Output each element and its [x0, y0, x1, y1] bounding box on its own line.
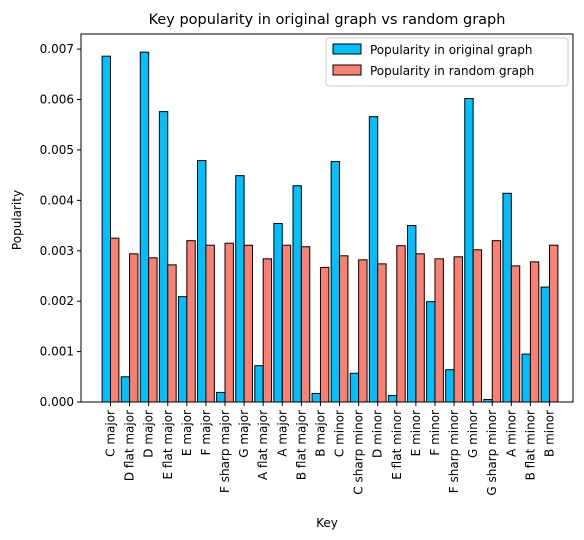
bar-original-1: [120, 376, 131, 403]
x-axis-label: Key: [316, 516, 338, 530]
y-tick-label: 0.004: [40, 193, 74, 207]
bar-original-7: [235, 175, 245, 403]
bar-random-6: [224, 242, 234, 403]
bar-original-18: [445, 369, 455, 403]
x-tick-label: G major: [237, 410, 251, 458]
bar-original-11: [311, 392, 321, 403]
x-tick-label: B flat major: [294, 410, 308, 480]
bar-original-14: [368, 116, 379, 403]
x-tick-label: G sharp minor: [485, 410, 499, 496]
bar-original-9: [273, 223, 283, 403]
legend-swatch: [332, 43, 362, 55]
x-tick-label: F minor: [428, 410, 442, 456]
x-tick-label: E major: [180, 410, 194, 456]
bar-original-15: [387, 394, 398, 403]
y-tick-label: 0.002: [40, 294, 74, 308]
bar-original-4: [177, 296, 188, 403]
x-tick-label: B minor: [543, 410, 557, 457]
x-tick-label: C minor: [333, 410, 347, 457]
x-tick-label: E flat minor: [390, 410, 404, 480]
bar-random-8: [262, 258, 273, 403]
x-tick-label: D major: [142, 410, 156, 458]
bar-random-18: [453, 256, 463, 403]
bar-original-16: [406, 225, 417, 403]
bar-random-15: [396, 245, 406, 403]
y-tick-label: 0.003: [40, 244, 74, 258]
x-tick-label: F major: [199, 410, 213, 455]
bar-original-5: [197, 160, 207, 403]
bar-random-1: [129, 253, 139, 403]
y-tick-label: 0.007: [40, 42, 74, 56]
bar-original-10: [292, 185, 302, 403]
x-axis-ticks: C major D flat major D major E flat major E …: [104, 402, 557, 496]
x-tick-label: E minor: [409, 410, 423, 456]
bar-random-17: [434, 258, 444, 403]
bar-random-2: [148, 257, 158, 403]
legend: Popularity in original graph Popularity i…: [325, 37, 569, 87]
bar-original-12: [330, 161, 341, 403]
bar-random-3: [167, 264, 177, 403]
y-tick-label: 0.005: [40, 143, 74, 157]
x-tick-label: F sharp minor: [447, 410, 461, 493]
bar-original-19: [464, 98, 474, 403]
x-tick-label: C major: [104, 410, 118, 457]
bar-random-0: [110, 237, 120, 403]
bar-original-3: [158, 111, 169, 403]
bar-random-22: [529, 261, 540, 403]
x-tick-label: F sharp major: [218, 410, 232, 493]
y-tick-label: 0.001: [40, 345, 74, 359]
bar-original-6: [216, 391, 226, 403]
bar-random-16: [415, 253, 425, 403]
bars-group: [101, 51, 559, 403]
x-tick-label: C sharp minor: [352, 410, 366, 495]
x-tick-label: G minor: [466, 410, 480, 458]
x-tick-label: A minor: [504, 410, 518, 457]
legend-box: [325, 37, 569, 87]
legend-label: Popularity in random graph: [370, 64, 534, 78]
bar-random-19: [472, 249, 483, 403]
bar-original-21: [502, 192, 512, 403]
bar-original-0: [101, 55, 111, 403]
bar-original-22: [521, 353, 531, 403]
legend-label: Popularity in original graph: [370, 43, 533, 57]
bar-random-10: [300, 246, 311, 403]
bar-random-5: [205, 244, 215, 403]
y-axis-ticks: 0.000 0.001 0.002 0.003 0.004 0.005 0.006 0.007: [40, 42, 81, 409]
bar-random-11: [319, 266, 330, 403]
x-tick-label: A major: [275, 410, 289, 457]
bar-random-21: [510, 265, 521, 403]
y-axis-label: Popularity: [10, 190, 24, 250]
legend-swatch: [332, 64, 362, 76]
x-tick-label: D minor: [371, 410, 385, 458]
bar-original-17: [426, 301, 436, 403]
bar-random-7: [243, 244, 254, 403]
y-tick-label: 0.006: [40, 93, 74, 107]
x-tick-label: B major: [313, 410, 327, 457]
bar-original-23: [540, 286, 550, 403]
plot-frame: [80, 33, 574, 403]
bar-original-13: [349, 372, 360, 403]
x-tick-label: B flat minor: [523, 410, 537, 480]
x-tick-label: D flat major: [123, 410, 137, 481]
chart-title: Key popularity in original graph vs rand…: [149, 12, 506, 28]
bar-original-8: [254, 365, 264, 403]
x-tick-label: A flat major: [256, 410, 270, 480]
bar-random-20: [491, 240, 502, 403]
bar-random-23: [549, 244, 559, 403]
x-tick-label: E flat major: [161, 410, 175, 480]
bar-random-9: [281, 244, 292, 403]
y-tick-label: 0.000: [40, 395, 74, 409]
bar-random-12: [339, 255, 349, 403]
bar-random-13: [358, 259, 368, 403]
bar-random-4: [186, 240, 196, 403]
bar-original-2: [139, 51, 150, 403]
bar-random-14: [377, 263, 387, 403]
